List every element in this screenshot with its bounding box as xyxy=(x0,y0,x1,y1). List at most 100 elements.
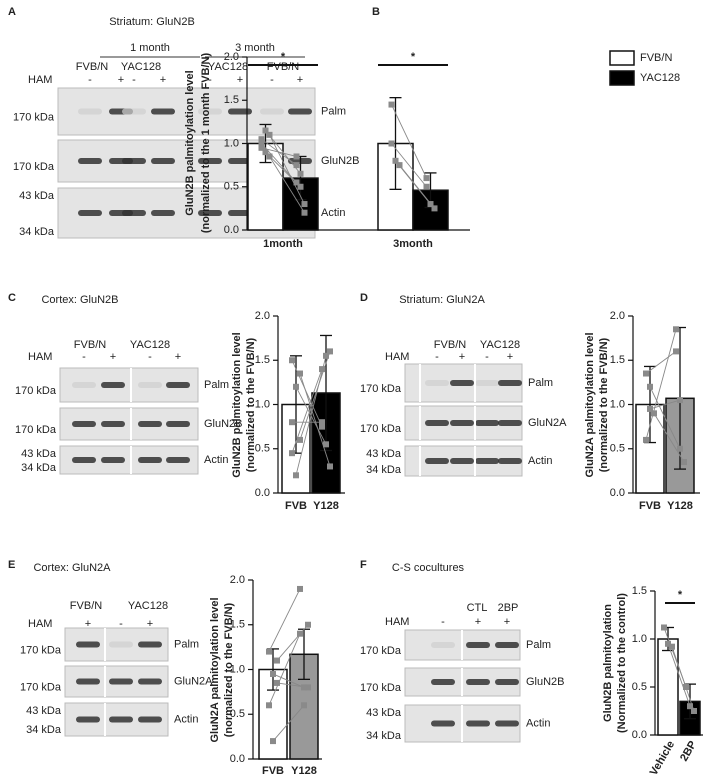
y-tick-label: 2.0 xyxy=(224,51,239,63)
pair-line xyxy=(269,156,305,213)
y-tick-label: 0.0 xyxy=(230,753,245,765)
data-point xyxy=(327,348,333,355)
blot-band xyxy=(109,716,133,723)
data-point xyxy=(297,183,304,190)
data-point xyxy=(677,397,683,404)
data-point xyxy=(293,383,299,390)
kda-label: 34 kDa xyxy=(19,226,55,238)
data-point xyxy=(388,101,395,108)
blot-band xyxy=(109,678,133,685)
ham-label: HAM xyxy=(385,351,409,363)
kda-label: 34 kDa xyxy=(366,730,402,742)
ham-sign: + xyxy=(504,616,510,628)
ham-sign: - xyxy=(270,74,274,86)
blot-title: Cortex: GluN2B xyxy=(41,294,118,306)
kda-label: 34 kDa xyxy=(21,462,57,474)
condition-label: YAC128 xyxy=(208,61,248,73)
y-tick-label: 1.5 xyxy=(255,354,270,366)
data-point xyxy=(687,703,693,710)
group-label: 1 month xyxy=(130,42,170,54)
pair-line xyxy=(649,399,681,410)
data-point xyxy=(691,708,697,714)
kda-label: 34 kDa xyxy=(26,724,62,736)
significance-star: * xyxy=(678,589,683,601)
y-tick-label: 0.5 xyxy=(230,708,245,720)
legend-label: YAC128 xyxy=(640,72,680,84)
y-axis-label: (normalized to the FVB/N) xyxy=(223,602,235,737)
pair-line xyxy=(272,705,305,742)
row-label: Actin xyxy=(528,455,552,467)
data-point xyxy=(319,366,325,373)
y-tick-label: 1.5 xyxy=(230,619,245,631)
row-label: GluN2A xyxy=(528,417,567,429)
blot-band xyxy=(122,210,146,216)
data-point xyxy=(392,157,399,164)
x-tick-label: FVB xyxy=(639,500,661,512)
blot-band xyxy=(228,108,252,115)
data-point xyxy=(270,670,276,677)
ham-label: HAM xyxy=(28,351,52,363)
data-point xyxy=(388,140,395,147)
row-label: Actin xyxy=(321,207,345,219)
ham-sign: - xyxy=(88,74,92,86)
blot-band xyxy=(431,720,455,727)
kda-label: 170 kDa xyxy=(20,681,62,693)
blot-band xyxy=(498,380,522,386)
data-point xyxy=(266,648,272,655)
y-axis-label: GluN2A palmitoylation level xyxy=(584,332,596,477)
condition-label: FVB/N xyxy=(70,600,102,612)
panel-letter: A xyxy=(8,6,16,18)
condition-label: YAC128 xyxy=(480,339,520,351)
data-point xyxy=(665,640,671,647)
ham-sign: + xyxy=(110,351,116,363)
legend-swatch xyxy=(609,50,635,66)
blot-band xyxy=(198,108,222,115)
blot-band xyxy=(475,380,499,386)
blot-band xyxy=(498,458,522,464)
ham-sign: + xyxy=(160,74,166,86)
y-axis-label: (Normalized to the control) xyxy=(616,593,628,733)
kda-label: 43 kDa xyxy=(366,707,402,719)
x-tick-label: 1month xyxy=(263,238,303,250)
y-tick-label: 1.0 xyxy=(255,398,270,410)
y-tick-label: 0.0 xyxy=(224,224,239,236)
data-point xyxy=(643,370,649,377)
blot-band xyxy=(431,642,455,648)
condition-label: FVB/N xyxy=(74,339,106,351)
ham-sign: - xyxy=(485,351,489,363)
blot-band xyxy=(138,382,162,388)
pair-line xyxy=(645,351,677,374)
kda-label: 170 kDa xyxy=(360,682,402,694)
blot-band xyxy=(138,457,162,463)
pair-line xyxy=(649,386,681,449)
blot-band xyxy=(101,382,125,388)
data-point xyxy=(297,585,303,592)
pair-line xyxy=(295,386,327,445)
blot-band xyxy=(260,108,284,115)
blot-band xyxy=(151,158,175,164)
kda-label: 170 kDa xyxy=(13,161,55,173)
pair-line xyxy=(391,143,427,188)
kda-label: 43 kDa xyxy=(21,448,57,460)
blot-band xyxy=(138,716,162,723)
data-point xyxy=(297,436,303,443)
ham-sign: + xyxy=(297,74,303,86)
pair-line xyxy=(391,104,427,179)
ham-sign: + xyxy=(459,351,465,363)
blot-band xyxy=(450,458,474,464)
blot-band xyxy=(198,210,222,216)
ham-sign: - xyxy=(148,351,152,363)
blot-band xyxy=(166,457,190,463)
data-point xyxy=(319,423,325,430)
row-label: Palm xyxy=(174,638,199,650)
row-label: Actin xyxy=(204,454,228,466)
data-point xyxy=(319,419,325,426)
y-tick-label: 0.5 xyxy=(610,443,625,455)
condition-label: FVB/N xyxy=(267,61,299,73)
y-axis-label: GluN2B palmitoylation level xyxy=(184,70,196,215)
blot-band xyxy=(466,679,490,685)
y-tick-label: 0.0 xyxy=(632,729,647,741)
data-point xyxy=(258,140,265,147)
y-axis-label: GluN2B palmitoylation xyxy=(602,604,614,722)
